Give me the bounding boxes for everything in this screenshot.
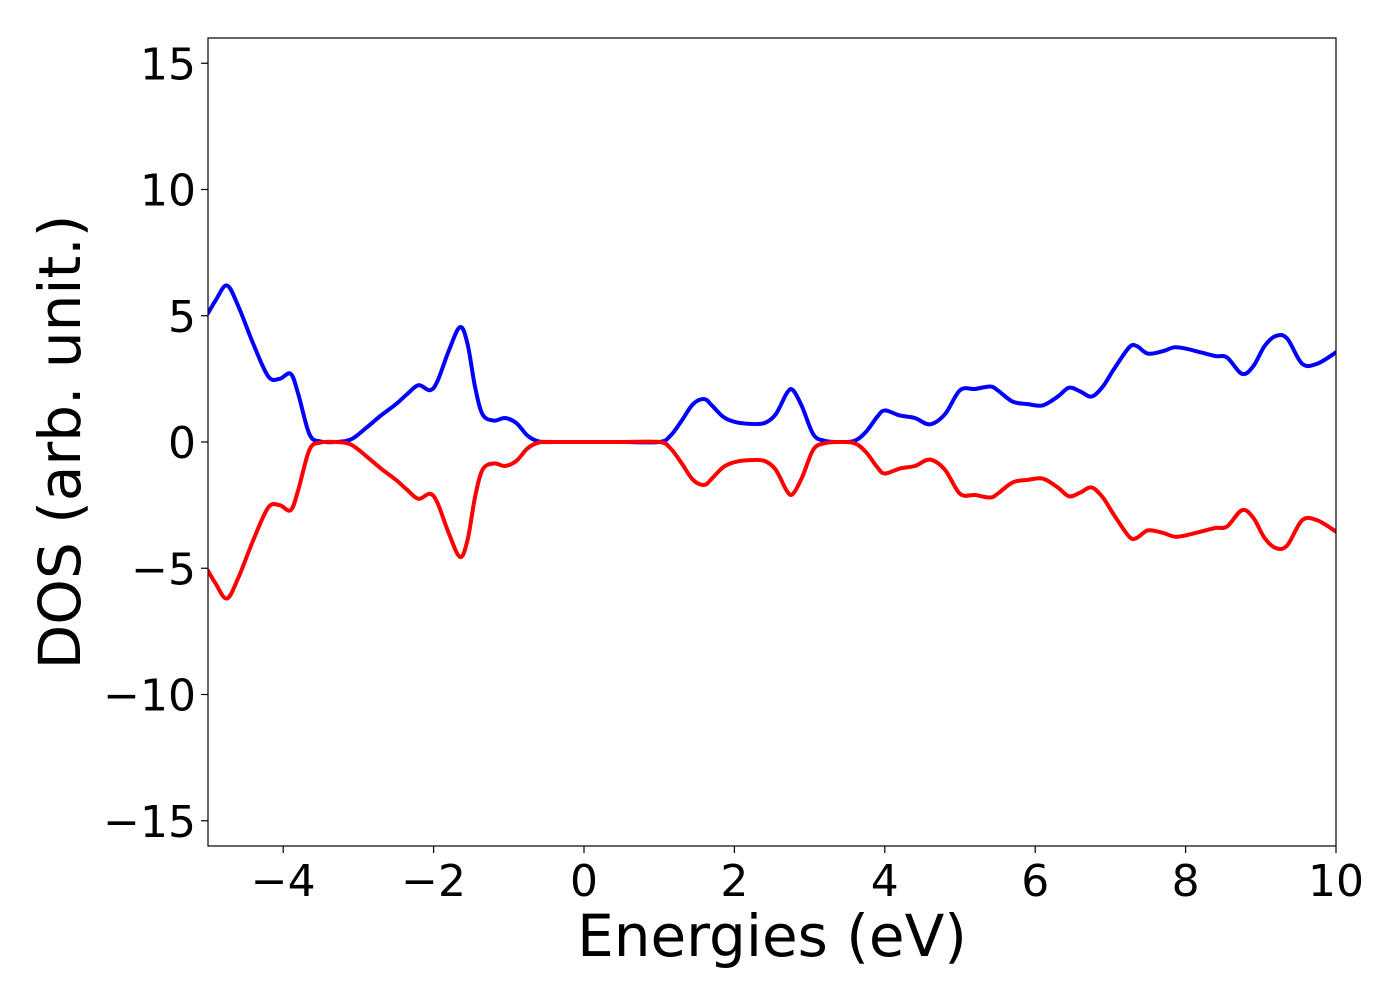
y-tick-label: 15: [140, 39, 196, 90]
y-axis-title: DOS (arb. unit.): [26, 215, 94, 670]
series-layer: [208, 283, 1336, 601]
x-tick-label: −2: [401, 856, 466, 907]
series-line-1: [208, 283, 1336, 445]
y-tick-label: −15: [103, 797, 196, 848]
plot-frame: [207, 37, 1337, 847]
ticks-layer: −4 −2 0 2 4 6 8 10 −15 −10 −5 0 5 10 15: [103, 39, 1364, 907]
x-tick-label: 6: [1021, 856, 1049, 907]
x-tick-label: −4: [251, 856, 316, 907]
x-tick-label: 0: [570, 856, 598, 907]
x-axis-title: Energies (eV): [577, 902, 967, 970]
series-line-2: [208, 439, 1336, 601]
y-tick-label: 5: [168, 292, 196, 343]
y-tick-label: −10: [103, 671, 196, 722]
y-tick-label: 0: [168, 418, 196, 469]
x-tick-label: 2: [720, 856, 748, 907]
x-tick-label: 4: [871, 856, 899, 907]
y-tick-label: −5: [131, 544, 196, 595]
x-tick-label: 8: [1172, 856, 1200, 907]
x-tick-label: 10: [1308, 856, 1364, 907]
y-tick-label: 10: [140, 166, 196, 217]
